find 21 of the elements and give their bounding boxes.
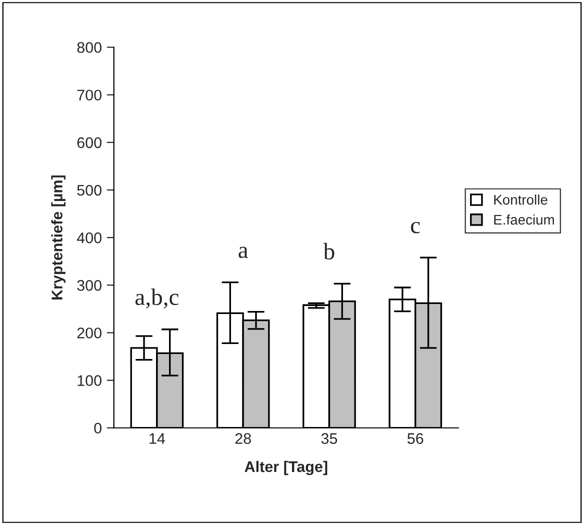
legend-label: Kontrolle <box>494 194 548 205</box>
x-tick-label: 35 <box>321 433 338 444</box>
y-tick-label: 400 <box>76 232 102 244</box>
legend-label: E.faecium <box>494 214 554 225</box>
y-tick-label: 0 <box>94 422 102 434</box>
x-axis-title: Alter [Tage] <box>244 460 328 476</box>
x-tick-label: 28 <box>235 433 251 444</box>
annotation: c <box>411 222 420 234</box>
x-tick-label: 56 <box>407 433 424 444</box>
x-tick-label: 14 <box>150 433 165 444</box>
annotation: a <box>238 246 248 258</box>
y-tick-label: 600 <box>77 137 102 148</box>
y-tick-label: 100 <box>78 375 102 386</box>
y-tick-label: 500 <box>77 184 102 196</box>
y-tick-label: 800 <box>77 42 102 53</box>
y-axis-title: Kryptentiefe [µm] <box>51 175 66 300</box>
y-tick-label: 700 <box>77 90 102 101</box>
y-tick-label: 300 <box>77 280 102 291</box>
annotation: a,b,c <box>135 288 179 309</box>
y-tick-label: 200 <box>77 328 102 338</box>
annotation: b <box>323 242 334 260</box>
